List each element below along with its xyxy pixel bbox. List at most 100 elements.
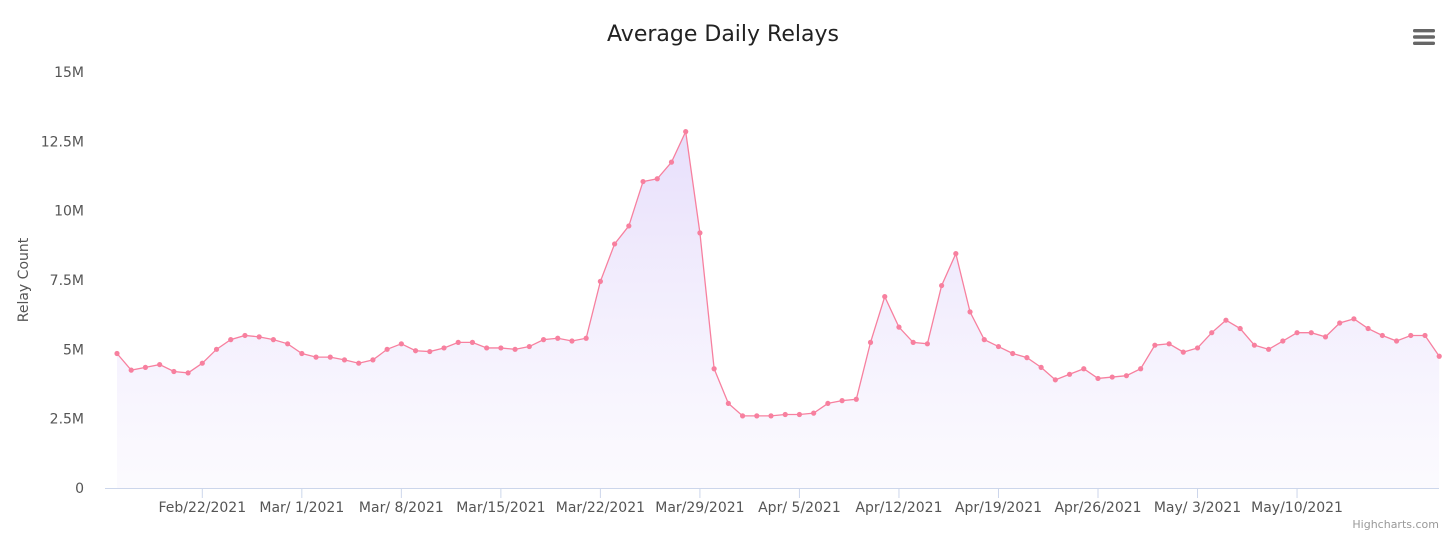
data-point[interactable] bbox=[782, 411, 788, 418]
data-point[interactable] bbox=[754, 413, 760, 419]
data-point[interactable] bbox=[114, 350, 120, 357]
data-point[interactable] bbox=[1166, 341, 1172, 347]
data-point[interactable] bbox=[739, 413, 746, 419]
data-point[interactable] bbox=[469, 339, 476, 345]
data-point[interactable] bbox=[555, 335, 561, 341]
data-point[interactable] bbox=[1152, 342, 1158, 348]
data-point[interactable] bbox=[270, 337, 276, 343]
data-point[interactable] bbox=[839, 398, 845, 404]
data-point[interactable] bbox=[1280, 338, 1286, 344]
data-point[interactable] bbox=[1223, 317, 1229, 323]
data-point[interactable] bbox=[157, 361, 163, 368]
data-point[interactable] bbox=[654, 176, 660, 182]
data-point[interactable] bbox=[924, 341, 930, 347]
data-point[interactable] bbox=[1422, 332, 1428, 339]
data-point[interactable] bbox=[867, 339, 874, 345]
data-point[interactable] bbox=[1237, 325, 1243, 332]
data-point[interactable] bbox=[540, 337, 547, 343]
data-point[interactable] bbox=[825, 400, 831, 407]
data-point[interactable] bbox=[768, 413, 774, 419]
data-point[interactable] bbox=[1251, 342, 1257, 348]
data-point[interactable] bbox=[1081, 366, 1087, 372]
data-point[interactable] bbox=[285, 341, 291, 347]
hamburger-menu-icon[interactable] bbox=[1410, 26, 1438, 48]
data-point[interactable] bbox=[313, 354, 319, 360]
y-tick-label: 7.5M bbox=[50, 273, 84, 289]
series-line bbox=[116, 129, 1440, 417]
data-point[interactable] bbox=[1180, 349, 1186, 355]
data-point[interactable] bbox=[1266, 346, 1272, 352]
data-point[interactable] bbox=[1337, 320, 1343, 326]
data-point[interactable] bbox=[967, 309, 973, 315]
data-point[interactable] bbox=[953, 251, 959, 257]
data-point[interactable] bbox=[796, 411, 803, 418]
data-point[interactable] bbox=[142, 364, 149, 370]
data-point[interactable] bbox=[356, 360, 362, 366]
x-tick-label: Apr/26/2021 bbox=[1054, 500, 1141, 516]
data-point[interactable] bbox=[1024, 355, 1030, 361]
data-point[interactable] bbox=[1294, 330, 1300, 336]
data-point[interactable] bbox=[441, 345, 447, 351]
data-point[interactable] bbox=[171, 368, 177, 375]
data-point[interactable] bbox=[811, 410, 817, 416]
data-point[interactable] bbox=[640, 178, 646, 185]
data-point[interactable] bbox=[1436, 353, 1442, 359]
data-point[interactable] bbox=[1365, 325, 1371, 332]
data-point[interactable] bbox=[455, 339, 461, 345]
data-point[interactable] bbox=[1038, 364, 1044, 370]
data-point[interactable] bbox=[1010, 350, 1016, 357]
data-point[interactable] bbox=[697, 230, 703, 236]
data-point[interactable] bbox=[1393, 338, 1400, 344]
data-point[interactable] bbox=[882, 294, 888, 300]
data-point[interactable] bbox=[1379, 332, 1385, 339]
data-point[interactable] bbox=[1095, 375, 1101, 382]
series-area bbox=[117, 131, 1440, 488]
data-point[interactable] bbox=[711, 366, 717, 372]
data-point[interactable] bbox=[256, 334, 262, 340]
data-point[interactable] bbox=[1194, 345, 1201, 351]
data-point[interactable] bbox=[1322, 334, 1329, 340]
data-point[interactable] bbox=[995, 343, 1002, 350]
data-point[interactable] bbox=[1351, 316, 1357, 322]
data-point[interactable] bbox=[1066, 371, 1073, 377]
data-point[interactable] bbox=[853, 396, 859, 402]
data-point[interactable] bbox=[910, 339, 916, 345]
data-point[interactable] bbox=[185, 370, 191, 376]
data-point[interactable] bbox=[484, 345, 490, 351]
data-point[interactable] bbox=[384, 346, 390, 352]
data-point[interactable] bbox=[398, 341, 404, 347]
data-point[interactable] bbox=[1123, 373, 1130, 379]
data-point[interactable] bbox=[1408, 332, 1414, 339]
data-point[interactable] bbox=[427, 348, 433, 355]
data-point[interactable] bbox=[896, 324, 902, 330]
data-point[interactable] bbox=[1052, 377, 1058, 383]
data-point[interactable] bbox=[612, 241, 618, 247]
data-point[interactable] bbox=[981, 337, 987, 343]
data-point[interactable] bbox=[299, 350, 305, 357]
data-point[interactable] bbox=[498, 345, 504, 351]
data-point[interactable] bbox=[512, 346, 518, 352]
data-point[interactable] bbox=[327, 354, 333, 360]
data-point[interactable] bbox=[597, 278, 603, 284]
data-point[interactable] bbox=[1109, 374, 1115, 380]
data-point[interactable] bbox=[228, 337, 234, 343]
data-point[interactable] bbox=[199, 360, 205, 366]
data-point[interactable] bbox=[242, 332, 248, 339]
data-point[interactable] bbox=[128, 367, 134, 373]
data-point[interactable] bbox=[569, 338, 575, 344]
data-point[interactable] bbox=[526, 343, 532, 350]
data-point[interactable] bbox=[626, 223, 632, 229]
data-point[interactable] bbox=[1209, 330, 1215, 336]
data-point[interactable] bbox=[725, 400, 731, 407]
data-point[interactable] bbox=[1138, 366, 1144, 372]
data-point[interactable] bbox=[412, 348, 419, 354]
data-point[interactable] bbox=[213, 346, 220, 352]
data-point[interactable] bbox=[668, 159, 675, 165]
data-point[interactable] bbox=[939, 282, 945, 289]
data-point[interactable] bbox=[341, 357, 348, 363]
data-point[interactable] bbox=[1308, 330, 1314, 336]
credits-link[interactable]: Highcharts.com bbox=[1352, 518, 1439, 531]
data-point[interactable] bbox=[583, 335, 589, 341]
data-point[interactable] bbox=[683, 129, 689, 135]
data-point[interactable] bbox=[370, 357, 376, 363]
